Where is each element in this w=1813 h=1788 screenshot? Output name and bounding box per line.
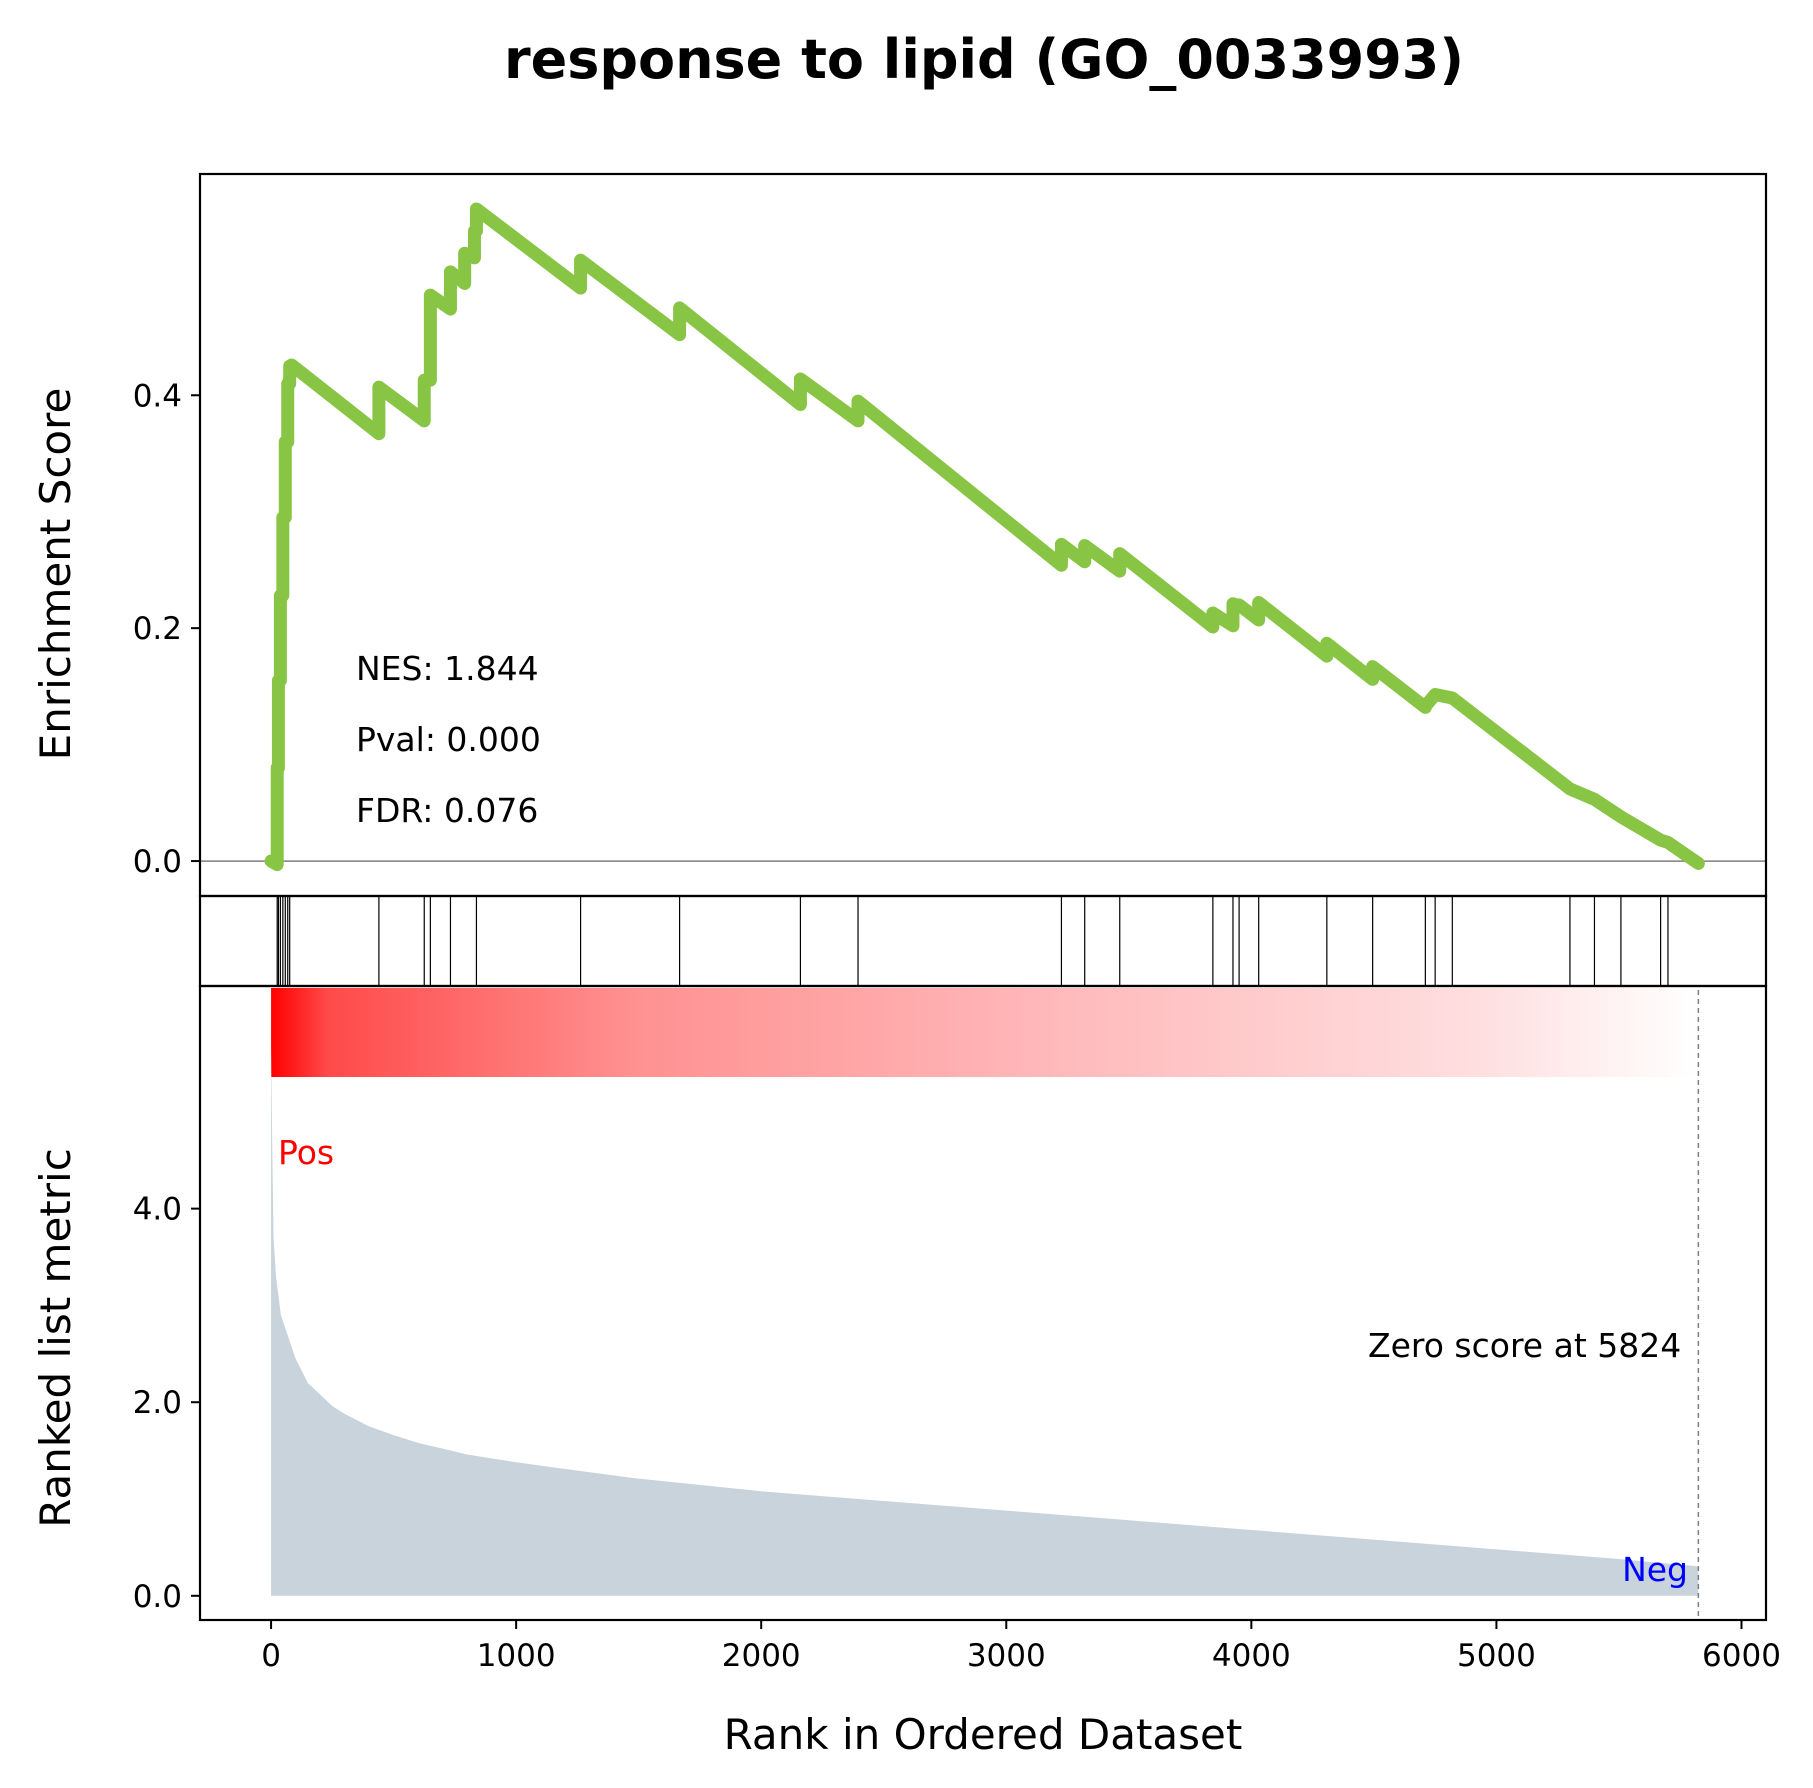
chart-title: response to lipid (GO_0033993) xyxy=(504,28,1464,91)
fdr-label: FDR: 0.076 xyxy=(356,791,538,830)
hits-panel xyxy=(198,894,1768,988)
enrichment-panel-frame xyxy=(198,172,1768,898)
x-tick-label: 3000 xyxy=(967,1638,1046,1674)
x-tick-label: 4000 xyxy=(1212,1638,1291,1674)
ranked-y-tick-label: 2.0 xyxy=(133,1385,182,1421)
pos-label: Pos xyxy=(278,1133,334,1172)
ranked-panel-frame xyxy=(198,984,1768,1622)
enrichment-panel: NES: 1.844 Pval: 0.000 FDR: 0.076 0.0 0.2… xyxy=(31,172,1768,898)
pval-label: Pval: 0.000 xyxy=(356,720,541,759)
ranked-metric-area xyxy=(271,1044,1699,1596)
x-tick-label: 5000 xyxy=(1457,1638,1536,1674)
enrichment-y-axis: 0.0 0.2 0.4 xyxy=(133,378,200,880)
rank-colorbar xyxy=(271,988,1699,1077)
enrichment-y-axis-label: Enrichment Score xyxy=(31,388,80,761)
ranked-y-axis: 0.0 2.0 4.0 xyxy=(133,1192,200,1615)
neg-label: Neg xyxy=(1622,1550,1688,1589)
enrichment-y-tick-label: 0.2 xyxy=(133,611,182,647)
x-tick-label: 1000 xyxy=(477,1638,556,1674)
x-tick-label: 2000 xyxy=(722,1638,801,1674)
ranked-panel: Pos Neg Zero score at 5824 0.0 2.0 4.0 Ran… xyxy=(31,984,1768,1622)
ranked-y-tick-label: 0.0 xyxy=(133,1579,182,1615)
nes-label: NES: 1.844 xyxy=(356,649,539,688)
enrichment-score-line xyxy=(264,202,1705,872)
zero-score-label: Zero score at 5824 xyxy=(1368,1326,1681,1365)
enrichment-y-tick-label: 0.0 xyxy=(133,844,182,880)
ranked-y-axis-label: Ranked list metric xyxy=(31,1148,80,1528)
hits-panel-frame xyxy=(198,894,1768,988)
x-axis: 0 1000 2000 3000 4000 5000 6000 xyxy=(261,1620,1781,1674)
ranked-y-tick-label: 4.0 xyxy=(133,1192,182,1228)
gene-hits xyxy=(276,896,1669,986)
x-tick-label: 0 xyxy=(261,1638,281,1674)
enrichment-y-tick-label: 0.4 xyxy=(133,378,182,414)
x-tick-label: 6000 xyxy=(1702,1638,1781,1674)
x-axis-label: Rank in Ordered Dataset xyxy=(724,1710,1243,1759)
